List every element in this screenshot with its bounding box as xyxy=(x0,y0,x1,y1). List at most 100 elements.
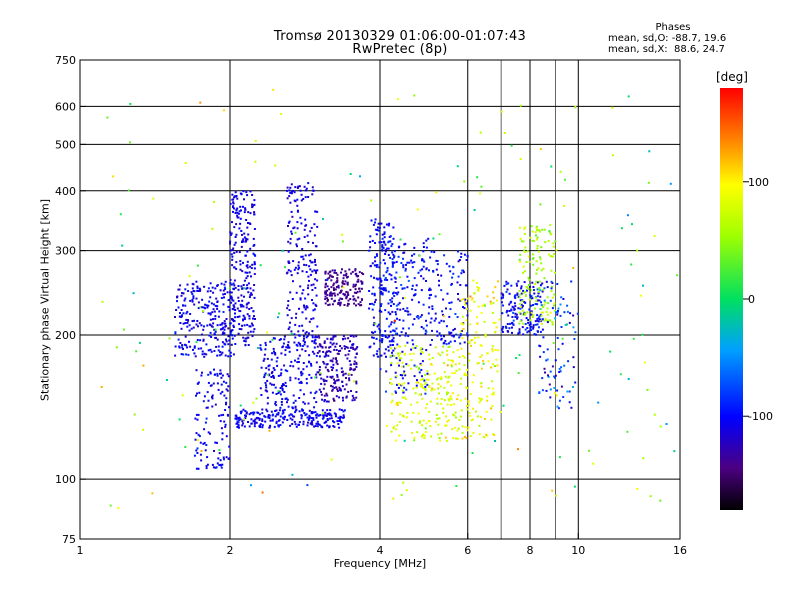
data-point-2202 xyxy=(445,343,448,346)
data-point-84 xyxy=(178,345,181,348)
data-point-2858 xyxy=(574,331,577,334)
data-point-866 xyxy=(304,196,307,199)
data-point-2816 xyxy=(560,366,563,369)
data-point-2511 xyxy=(539,295,542,298)
data-point-1123 xyxy=(298,334,301,337)
data-point-1102 xyxy=(286,401,288,404)
data-point-1591 xyxy=(362,273,365,276)
data-point-803 xyxy=(314,425,317,427)
data-point-261 xyxy=(214,466,217,469)
data-point-2891 xyxy=(588,449,591,452)
data-point-44 xyxy=(188,329,191,332)
data-point-95 xyxy=(200,324,203,327)
data-point-2540 xyxy=(502,325,505,328)
data-point-1901 xyxy=(422,327,425,330)
data-point-1191 xyxy=(264,372,267,375)
data-point-3006 xyxy=(473,209,476,211)
data-point-549 xyxy=(246,271,249,274)
data-point-992 xyxy=(288,220,291,223)
data-point-683 xyxy=(333,425,336,428)
data-point-2412 xyxy=(480,385,483,388)
data-point-2353 xyxy=(469,435,472,438)
data-point-1559 xyxy=(359,290,361,293)
data-point-2191 xyxy=(455,369,458,372)
data-point-2976 xyxy=(199,306,202,309)
data-point-49 xyxy=(188,340,190,343)
data-point-983 xyxy=(287,260,290,263)
data-point-1141 xyxy=(316,371,319,374)
data-point-938 xyxy=(313,308,316,311)
data-point-2121 xyxy=(439,354,442,357)
data-point-2392 xyxy=(496,349,499,352)
data-point-2469 xyxy=(498,318,501,321)
data-point-842 xyxy=(328,425,331,428)
data-point-2548 xyxy=(522,313,525,316)
data-point-2883 xyxy=(558,456,561,459)
data-point-1434 xyxy=(355,347,358,350)
data-point-1852 xyxy=(402,264,405,267)
data-point-1486 xyxy=(336,277,339,280)
data-point-1082 xyxy=(302,401,305,404)
y-tick-label-2: 200 xyxy=(55,329,76,342)
data-point-290 xyxy=(202,400,205,403)
data-point-900 xyxy=(312,302,315,305)
data-point-2394 xyxy=(490,418,493,421)
data-point-1799 xyxy=(392,303,395,306)
data-point-1861 xyxy=(420,289,423,292)
data-point-246 xyxy=(193,345,196,348)
data-point-3002 xyxy=(266,331,268,334)
data-point-2666 xyxy=(535,280,538,283)
data-point-2778 xyxy=(535,260,538,263)
data-point-1771 xyxy=(404,332,407,335)
data-point-2022 xyxy=(416,431,419,434)
data-point-810 xyxy=(302,409,304,412)
data-point-987 xyxy=(287,250,290,253)
data-point-508 xyxy=(242,284,245,286)
data-point-901 xyxy=(315,294,318,297)
data-point-2459 xyxy=(483,303,486,306)
x-tick-label-4: 8 xyxy=(527,544,534,557)
data-point-1018 xyxy=(296,245,298,248)
data-point-307 xyxy=(223,420,226,423)
data-point-953 xyxy=(312,189,315,192)
data-point-1975 xyxy=(397,386,400,389)
data-point-1278 xyxy=(342,399,344,402)
data-point-339 xyxy=(219,459,222,462)
data-point-496 xyxy=(247,282,250,285)
data-point-2674 xyxy=(534,231,537,234)
data-point-1960 xyxy=(395,260,398,263)
data-point-2870 xyxy=(132,292,135,295)
data-point-2284 xyxy=(444,339,447,342)
data-point-626 xyxy=(274,415,277,418)
data-point-2420 xyxy=(496,370,499,373)
data-point-1697 xyxy=(392,349,395,352)
data-point-492 xyxy=(236,316,239,318)
data-point-2135 xyxy=(438,417,441,420)
data-point-916 xyxy=(316,336,319,339)
data-point-2220 xyxy=(430,293,432,296)
data-point-1973 xyxy=(402,257,404,260)
data-point-2753 xyxy=(520,240,523,243)
data-point-1032 xyxy=(298,325,301,328)
data-point-910 xyxy=(305,264,308,267)
data-point-1303 xyxy=(324,366,327,369)
data-point-1042 xyxy=(290,191,293,194)
data-point-554 xyxy=(237,212,240,215)
data-point-1502 xyxy=(349,288,352,291)
data-point-2534 xyxy=(522,289,525,292)
data-point-556 xyxy=(248,308,251,310)
data-point-354 xyxy=(195,467,198,470)
data-point-1330 xyxy=(341,370,344,373)
data-point-2254 xyxy=(450,331,453,334)
data-point-438 xyxy=(229,234,232,236)
data-point-484 xyxy=(236,211,239,214)
data-point-1895 xyxy=(413,318,416,320)
colorbar-tick-label-1: 0 xyxy=(748,293,755,306)
data-point-1867 xyxy=(422,242,425,245)
data-point-2076 xyxy=(437,387,440,390)
data-point-2214 xyxy=(459,334,462,337)
data-point-523 xyxy=(233,266,236,269)
data-point-2681 xyxy=(532,257,535,260)
data-point-288 xyxy=(215,466,218,469)
data-point-909 xyxy=(301,324,304,327)
